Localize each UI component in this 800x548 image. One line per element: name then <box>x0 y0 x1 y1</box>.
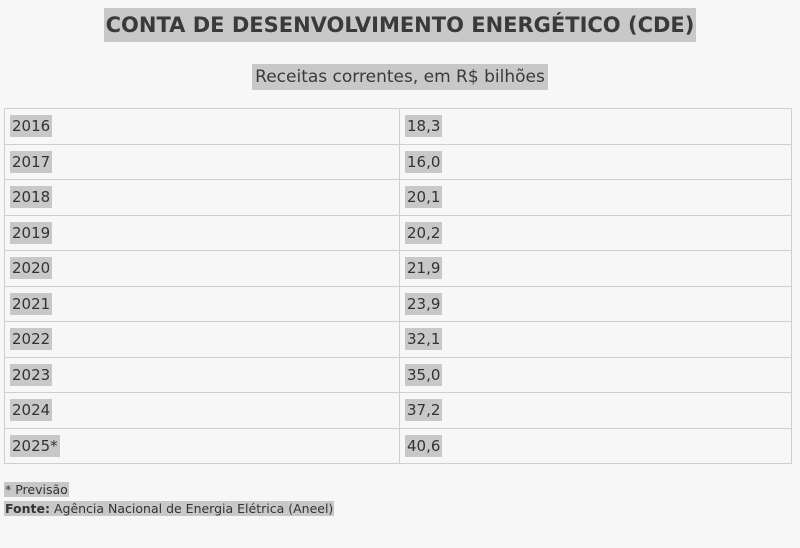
year-cell: 2022 <box>5 322 400 357</box>
table-row: 2023 35,0 <box>5 357 792 393</box>
chart-title-container: CONTA DE DESENVOLVIMENTO ENERGÉTICO (CDE… <box>0 8 800 42</box>
year-label: 2017 <box>10 150 53 173</box>
year-cell: 2016 <box>5 109 400 144</box>
value-cell: 23,9 <box>400 286 792 321</box>
table-row: 2020 21,9 <box>5 251 792 287</box>
chart-title: CONTA DE DESENVOLVIMENTO ENERGÉTICO (CDE… <box>103 8 697 42</box>
year-cell: 2024 <box>5 393 400 428</box>
value-cell: 20,1 <box>400 180 792 215</box>
value-label: 37,2 <box>405 399 443 422</box>
value-label: 16,0 <box>405 150 443 173</box>
value-cell: 20,2 <box>400 215 792 250</box>
year-label: 2018 <box>10 186 53 209</box>
year-cell: 2017 <box>5 144 400 179</box>
value-cell: 37,2 <box>400 393 792 428</box>
source-text: Agência Nacional de Energia Elétrica (An… <box>49 501 334 516</box>
table-row: 2022 32,1 <box>5 322 792 358</box>
year-label: 2025* <box>10 434 60 457</box>
table-row: 2025* 40,6 <box>5 428 792 464</box>
value-label: 35,0 <box>405 363 443 386</box>
year-cell: 2020 <box>5 251 400 286</box>
year-cell: 2023 <box>5 357 400 392</box>
value-label: 20,1 <box>405 186 443 209</box>
value-label: 21,9 <box>405 257 443 280</box>
footnote-text: * Previsão <box>4 482 69 497</box>
footnote: * Previsão <box>4 481 69 499</box>
value-cell: 32,1 <box>400 322 792 357</box>
value-cell: 35,0 <box>400 357 792 392</box>
table-row: 2019 20,2 <box>5 215 792 251</box>
year-label: 2023 <box>10 363 53 386</box>
value-label: 20,2 <box>405 221 443 244</box>
source-label: Fonte: <box>5 501 50 516</box>
value-label: 23,9 <box>405 292 443 315</box>
table-row: 2016 18,3 <box>5 109 792 145</box>
chart-subtitle-container: Receitas correntes, em R$ bilhões <box>0 64 800 90</box>
value-cell: 16,0 <box>400 144 792 179</box>
year-label: 2020 <box>10 257 53 280</box>
value-cell: 21,9 <box>400 251 792 286</box>
source-wrap: Fonte: Agência Nacional de Energia Elétr… <box>4 501 335 516</box>
value-label: 18,3 <box>405 115 443 138</box>
chart-subtitle: Receitas correntes, em R$ bilhões <box>252 64 548 90</box>
data-table: 2016 18,3 2017 16,0 2018 20,1 2019 20,2 2020 21,9… <box>4 108 792 464</box>
table-row: 2024 37,2 <box>5 393 792 429</box>
value-cell: 40,6 <box>400 428 792 463</box>
year-cell: 2019 <box>5 215 400 250</box>
source-line: Fonte: Agência Nacional de Energia Elétr… <box>4 500 335 518</box>
value-label: 40,6 <box>405 434 443 457</box>
year-label: 2021 <box>10 292 53 315</box>
year-label: 2024 <box>10 399 53 422</box>
year-cell: 2018 <box>5 180 400 215</box>
table-row: 2021 23,9 <box>5 286 792 322</box>
year-label: 2022 <box>10 328 53 351</box>
table-row: 2017 16,0 <box>5 144 792 180</box>
value-cell: 18,3 <box>400 109 792 144</box>
year-label: 2016 <box>10 115 53 138</box>
table-row: 2018 20,1 <box>5 180 792 216</box>
year-cell: 2021 <box>5 286 400 321</box>
value-label: 32,1 <box>405 328 443 351</box>
year-label: 2019 <box>10 221 53 244</box>
year-cell: 2025* <box>5 428 400 463</box>
